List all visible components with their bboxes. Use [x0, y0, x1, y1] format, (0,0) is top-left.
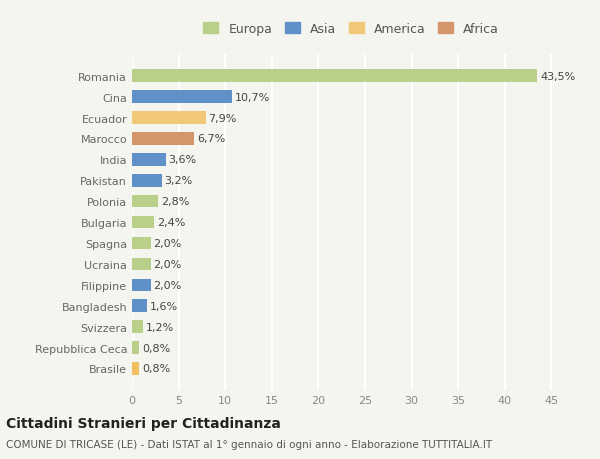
Text: 0,8%: 0,8%	[142, 364, 170, 374]
Bar	[132, 363, 139, 375]
Bar	[132, 133, 194, 146]
Text: 10,7%: 10,7%	[235, 92, 270, 102]
Bar	[132, 112, 206, 124]
Text: 1,6%: 1,6%	[150, 301, 178, 311]
Bar	[132, 237, 151, 250]
Text: 3,6%: 3,6%	[169, 155, 196, 165]
Bar	[132, 196, 158, 208]
Bar	[132, 341, 139, 354]
Text: 2,0%: 2,0%	[154, 259, 182, 269]
Text: 3,2%: 3,2%	[164, 176, 193, 186]
Text: COMUNE DI TRICASE (LE) - Dati ISTAT al 1° gennaio di ogni anno - Elaborazione TU: COMUNE DI TRICASE (LE) - Dati ISTAT al 1…	[6, 440, 492, 449]
Bar	[132, 258, 151, 271]
Bar	[132, 279, 151, 291]
Text: 2,8%: 2,8%	[161, 197, 189, 207]
Bar	[132, 154, 166, 166]
Text: 7,9%: 7,9%	[208, 113, 237, 123]
Text: 6,7%: 6,7%	[197, 134, 226, 144]
Bar	[132, 70, 538, 83]
Bar	[132, 174, 162, 187]
Text: 2,0%: 2,0%	[154, 239, 182, 248]
Text: 43,5%: 43,5%	[540, 72, 575, 82]
Text: 1,2%: 1,2%	[146, 322, 174, 332]
Text: 0,8%: 0,8%	[142, 343, 170, 353]
Legend: Europa, Asia, America, Africa: Europa, Asia, America, Africa	[199, 18, 503, 41]
Bar	[132, 321, 143, 333]
Text: 2,0%: 2,0%	[154, 280, 182, 290]
Bar	[132, 216, 154, 229]
Text: Cittadini Stranieri per Cittadinanza: Cittadini Stranieri per Cittadinanza	[6, 416, 281, 430]
Bar	[132, 91, 232, 104]
Bar	[132, 300, 147, 312]
Text: 2,4%: 2,4%	[157, 218, 185, 228]
